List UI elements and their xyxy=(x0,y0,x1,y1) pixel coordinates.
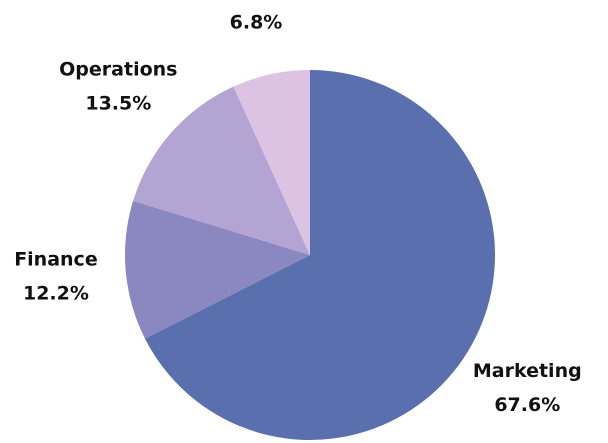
slice-value-label: 13.5% xyxy=(85,92,151,114)
slice-label: Marketing xyxy=(473,360,582,382)
pie-slice xyxy=(233,70,310,255)
pie-slice xyxy=(125,200,311,339)
slice-value-label: 12.2% xyxy=(23,282,89,304)
slice-label: Operations xyxy=(59,58,177,80)
pie-slice xyxy=(133,86,310,255)
slice-value-label: 67.6% xyxy=(494,394,560,416)
pie-slice xyxy=(144,70,496,440)
slice-value-label: 6.8% xyxy=(230,11,283,33)
slice-label: Finance xyxy=(14,248,98,270)
